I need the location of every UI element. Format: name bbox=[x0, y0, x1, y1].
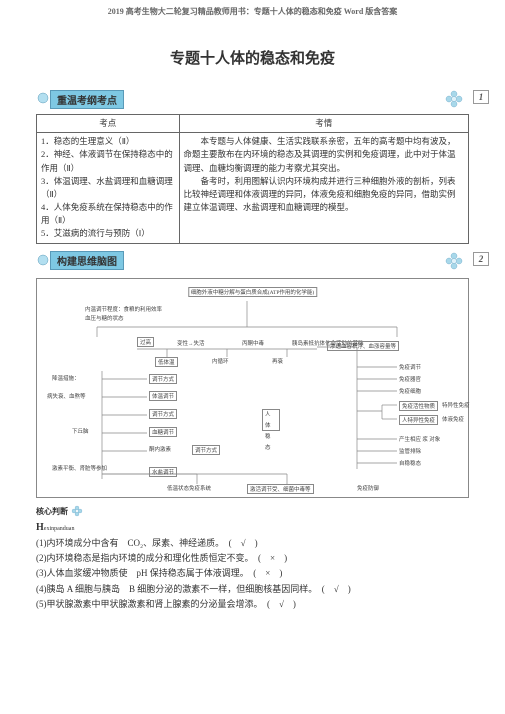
diagram-label: 降温措施： bbox=[52, 374, 80, 382]
diagram-label: 丙酮中毒 bbox=[242, 339, 264, 347]
diagram-label: 血糖调节 bbox=[149, 427, 177, 437]
table-right-content: 本专题与人体健康、生活实践联系亲密，五年的高考题中均有波及，命题主要散布在内环境… bbox=[179, 133, 468, 243]
diagram-label: 低体温 bbox=[155, 357, 178, 367]
table-row: 3．体温调理、水盐调理和血糖调理（Ⅱ） bbox=[41, 175, 175, 201]
table-row: 1．稳态的生理意义（Ⅱ） bbox=[41, 135, 175, 148]
diagram-label: 特异性免疫 bbox=[442, 401, 470, 409]
diagram-label: 监管排除 bbox=[399, 447, 421, 455]
table-row: 5．艾滋病的流行与预防（Ⅰ） bbox=[41, 227, 175, 240]
table-head-left: 考点 bbox=[37, 115, 180, 133]
section-2-header: 构建思维脑图 2 bbox=[36, 250, 469, 272]
diagram-label: 内循环 bbox=[212, 357, 229, 365]
flower-icon bbox=[443, 88, 465, 110]
diagram-label: 自稳稳态 bbox=[399, 459, 421, 467]
diagram-label: 免疫细胞 bbox=[399, 387, 421, 395]
diagram-label: 激活调节受、细菌中毒等 bbox=[247, 484, 314, 494]
decor-icon bbox=[36, 91, 50, 107]
diagram-label: 变性→失活 bbox=[177, 339, 205, 347]
section-1-number: 1 bbox=[473, 90, 489, 104]
page-header: 2019 高考生物大二轮复习精品教师用书：专题十人体的稳态和免疫 Word 版含… bbox=[0, 0, 505, 17]
judgment-item: (2)内环境稳态是指内环境的成分和理化性质恒定不变。 ( × ) bbox=[36, 551, 469, 566]
diagram-label: 渗透血容积浮、血涨容量等 bbox=[327, 341, 399, 351]
section-1-tag: 重温考纲考点 bbox=[50, 90, 124, 109]
diagram-label: 调节方式 bbox=[192, 445, 220, 455]
judgment-item: (3)人体血浆缓冲物质使 pH 保持稳态属于体液调理。 ( × ) bbox=[36, 566, 469, 581]
diagram-label: 病失衰、血熬等 bbox=[47, 392, 86, 400]
diagram-label: 免疫调节 bbox=[399, 363, 421, 371]
diagram-label: 人体稳态 bbox=[262, 409, 280, 431]
section-1-header: 重温考纲考点 1 bbox=[36, 88, 469, 110]
main-title: 专题十人体的稳态和免疫 bbox=[36, 47, 469, 68]
diagram-label: 体液免疫 bbox=[442, 415, 464, 423]
flower-icon bbox=[70, 504, 84, 518]
diagram-label: 人特异性免疫 bbox=[399, 415, 438, 425]
diagram-label: 调节方式 bbox=[149, 374, 177, 384]
section-2-number: 2 bbox=[473, 252, 489, 266]
diagram-label: 免疫防御 bbox=[357, 484, 379, 492]
section-2-tag: 构建思维脑图 bbox=[50, 251, 124, 270]
mind-map-diagram: 细胞外液中糖分解与蛋白质合成(ATP作用的化学能) 内温调节程度：食粮的利用效率… bbox=[36, 278, 469, 498]
diagram-label: 血压与糖的状态 bbox=[85, 314, 124, 322]
flower-icon bbox=[443, 250, 465, 272]
judgment-item: (5)甲状腺激素中甲状腺激素和肾上腺素的分泌量会增添。 ( √ ) bbox=[36, 597, 469, 612]
diagram-label: 水盐调节 bbox=[149, 467, 177, 477]
table-row: 4．人体免疫系统在保持稳态中的作用（Ⅱ） bbox=[41, 201, 175, 227]
decor-icon bbox=[36, 253, 50, 269]
diagram-label: 低温状态免疫系统 bbox=[167, 484, 211, 492]
table-head-right: 考情 bbox=[179, 115, 468, 133]
judgment-item: (1)内环境成分中含有 CO₂、尿素、神经递质。 ( √ ) bbox=[36, 536, 469, 551]
table-row: 2．神经、体液调节在保持稳态中的作用（Ⅱ） bbox=[41, 148, 175, 174]
diagram-label: 体温调节 bbox=[149, 391, 177, 401]
diagram-label: 细胞外液中糖分解与蛋白质合成(ATP作用的化学能) bbox=[188, 287, 317, 297]
diagram-label: 免疫器官 bbox=[399, 375, 421, 383]
exam-table: 考点 考情 1．稳态的生理意义（Ⅱ） 2．神经、体液调节在保持稳态中的作用（Ⅱ）… bbox=[36, 114, 469, 244]
diagram-label: 调节方式 bbox=[149, 409, 177, 419]
table-left-content: 1．稳态的生理意义（Ⅱ） 2．神经、体液调节在保持稳态中的作用（Ⅱ） 3．体温调… bbox=[37, 133, 180, 243]
diagram-label: 免疫活性物质 bbox=[399, 401, 438, 411]
judgment-heading: 核心判断 bbox=[36, 507, 68, 516]
judgment-item: (4)胰岛 A 细胞与胰岛 B 细胞分泌的激素不一样，但细胞核基因同样。 ( √… bbox=[36, 582, 469, 597]
diagram-label: 过高 bbox=[137, 337, 154, 347]
diagram-label: 再衰 bbox=[272, 357, 283, 365]
diagram-label: 下丘脑 bbox=[72, 427, 89, 435]
diagram-label: 内温调节程度：食粮的利用效率 bbox=[85, 305, 162, 313]
diagram-label: 激素平衡、肾脏等参加 bbox=[52, 464, 107, 472]
judgment-section: 核心判断 Hexinpanduan (1)内环境成分中含有 CO₂、尿素、神经递… bbox=[36, 504, 469, 613]
diagram-label: 酮内激素 bbox=[149, 445, 171, 453]
judgment-pinyin: exinpanduan bbox=[44, 526, 75, 532]
diagram-label: 产生相应 浆 对象 bbox=[399, 435, 440, 443]
